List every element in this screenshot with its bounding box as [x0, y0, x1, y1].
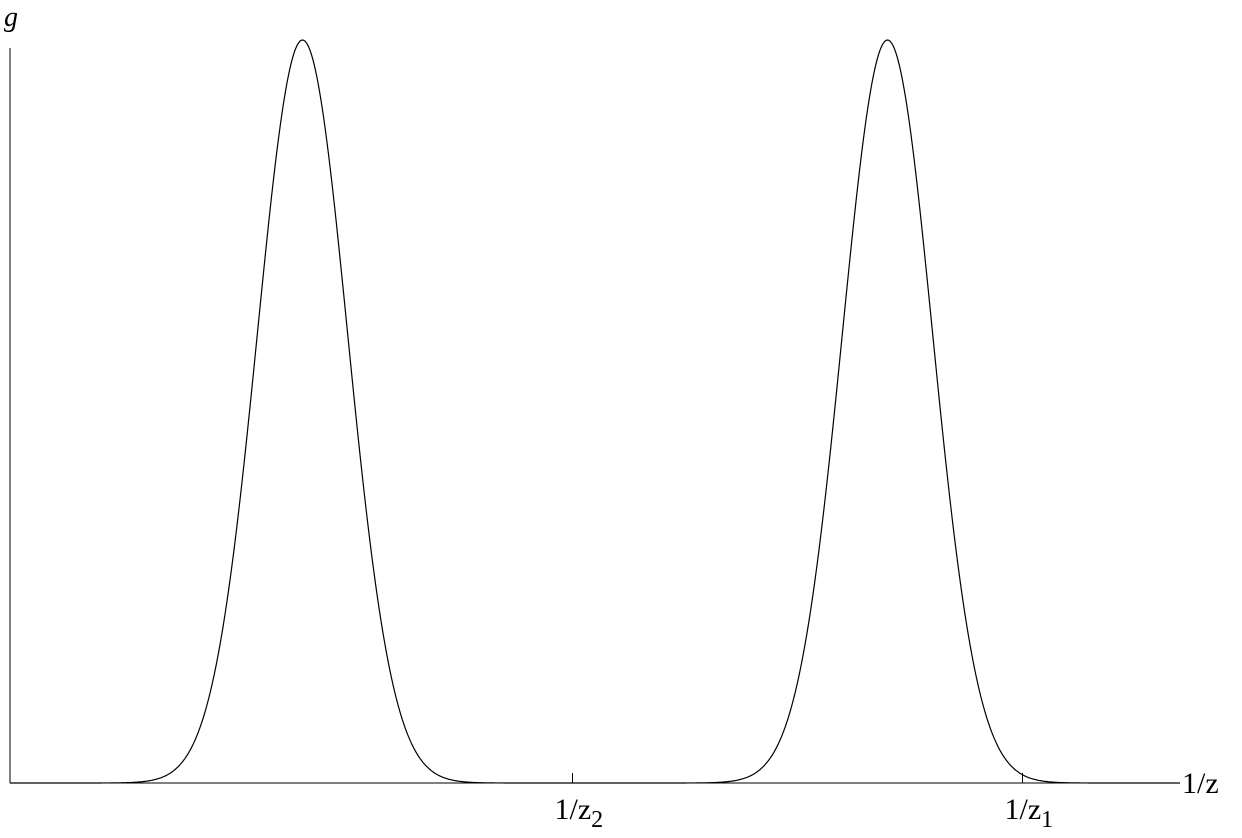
series-line	[10, 39, 1180, 784]
x-tick-label-subscript: 2	[591, 807, 603, 833]
x-tick-label-main: 1/z	[555, 793, 592, 826]
x-axis-label: 1/z	[1182, 767, 1219, 800]
x-tick-label-subscript: 1	[1041, 807, 1053, 833]
y-axis-label: g	[4, 2, 18, 33]
x-tick-label: 1/z1	[1005, 793, 1054, 833]
x-tick-label: 1/z2	[555, 793, 604, 833]
x-tick-label-main: 1/z	[1005, 793, 1042, 826]
x-ticks: 1/z2 1/z1	[555, 773, 1054, 833]
